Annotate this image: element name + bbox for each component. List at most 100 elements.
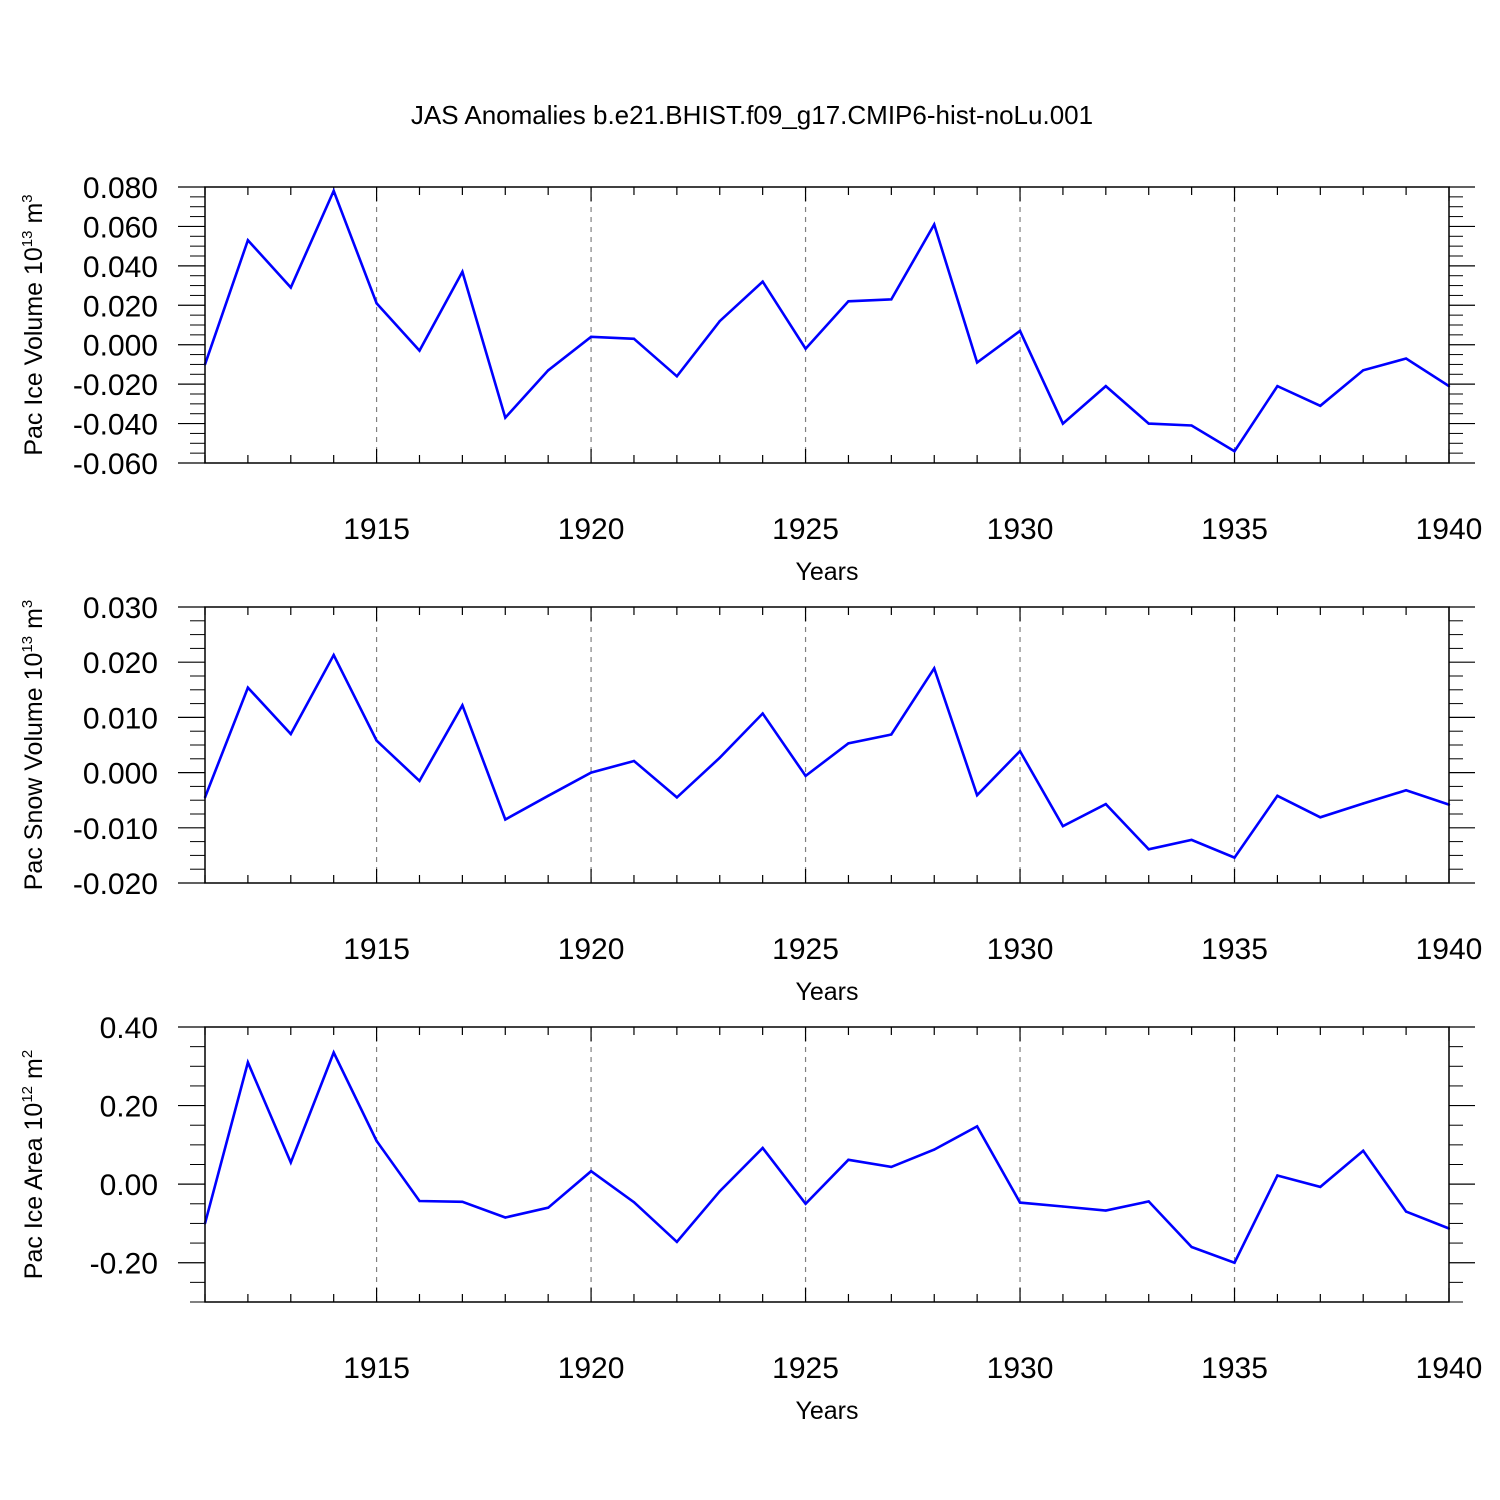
ice-volume-ytick-label: 0.080 xyxy=(83,172,158,205)
ice-volume-data-point-1934 xyxy=(1190,424,1193,427)
snow-volume-y-axis-label: Pac Snow Volume 1013 m3 xyxy=(19,600,48,891)
snow-volume-tick-labels: 0.030 0.020 0.010 0.000 -0.010 -0.020 1915 1920… xyxy=(73,592,1482,966)
snow-volume-data-point-1916 xyxy=(418,779,421,783)
snow-volume-ytick-label: 0.020 xyxy=(83,647,158,680)
ice-volume-ytick-label: 0.000 xyxy=(83,330,158,363)
snow-volume-data-point-1924 xyxy=(761,712,764,715)
snow-volume-ytick-label: 0.030 xyxy=(83,592,158,625)
ice-volume-data-point-1918 xyxy=(504,416,507,419)
snow-volume-xtick-label: 1920 xyxy=(558,933,625,966)
ice-volume-ytick-label: 0.060 xyxy=(83,211,158,244)
ice-volume-data-point-1939 xyxy=(1404,357,1408,360)
snow-volume-plot-frame xyxy=(204,606,1450,884)
ice-volume-data-point-1919 xyxy=(546,369,550,372)
snow-volume-ytick-label: 0.000 xyxy=(83,758,158,791)
snow-volume-ylabel-unit: m xyxy=(20,608,48,629)
snow-volume-data-point-1929 xyxy=(975,794,979,797)
ice-area-y-axis-label: Pac Ice Area 1012 m2 xyxy=(19,1050,48,1279)
snow-volume-data-point-1932 xyxy=(1104,802,1108,806)
snow-volume-ylabel-main: Pac Snow Volume 10 xyxy=(20,653,48,891)
ice-volume-ylabel-exp: 13 xyxy=(19,231,36,248)
ice-volume-xtick-label: 1925 xyxy=(772,513,839,546)
snow-volume-data-point-1917 xyxy=(461,704,464,707)
ice-volume-xtick-label: 1940 xyxy=(1416,513,1483,546)
ice-volume-series xyxy=(203,187,1451,453)
snow-volume-data-point-1934 xyxy=(1190,838,1193,842)
ice-volume-data-point-1924 xyxy=(761,280,764,283)
ice-volume-ytick-label: -0.060 xyxy=(73,448,158,481)
ice-area-data-point-1923 xyxy=(718,1190,721,1193)
ice-volume-data-point-1938 xyxy=(1362,369,1365,372)
ice-area-xtick-label: 1925 xyxy=(772,1352,839,1385)
ice-volume-data-point-1928 xyxy=(933,223,936,226)
ice-area-data-point-1932 xyxy=(1104,1209,1108,1212)
snow-volume-data-point-1931 xyxy=(1061,824,1065,828)
ice-volume-ylabel-unit: m xyxy=(20,203,48,224)
ice-volume-ytick-label: 0.020 xyxy=(83,290,158,323)
ice-area-ylabel-unit: m xyxy=(20,1058,48,1079)
snow-volume-data-point-1938 xyxy=(1362,802,1365,805)
ice-volume-data-point-1916 xyxy=(418,349,421,352)
snow-volume-ytick-label: 0.010 xyxy=(83,702,158,735)
ice-area-tick-labels: 0.40 0.20 0.00 -0.20 1915 1920 1925 1930 1935 194… xyxy=(90,1012,1483,1385)
ice-area-data-point-1938 xyxy=(1362,1149,1365,1152)
ice-volume-data-point-1925 xyxy=(804,347,807,350)
snow-volume-x-axis-label: Years xyxy=(795,978,858,1006)
ice-area-data-point-1922 xyxy=(675,1240,679,1244)
ice-area-data-point-1915 xyxy=(375,1139,378,1143)
ice-volume-data-point-1926 xyxy=(847,300,850,303)
ice-area-series xyxy=(203,1049,1451,1265)
snow-volume-data-point-1923 xyxy=(718,756,721,759)
ice-area-data-point-1937 xyxy=(1319,1185,1322,1189)
snow-volume-series xyxy=(203,652,1451,860)
ice-volume-data-point-1914 xyxy=(332,189,335,193)
snow-volume-data-point-1922 xyxy=(675,796,679,799)
snow-volume-data-point-1926 xyxy=(847,742,850,745)
ice-area-data-point-1925 xyxy=(804,1202,807,1205)
snow-volume-data-point-1933 xyxy=(1147,848,1150,851)
ice-area-data-point-1926 xyxy=(847,1158,850,1161)
ice-volume-xtick-label: 1920 xyxy=(558,513,625,546)
snow-volume-xtick-label: 1940 xyxy=(1416,933,1483,966)
ice-volume-ylabel-unit-exp: 3 xyxy=(19,194,36,202)
ice-volume-data-point-1923 xyxy=(718,319,721,323)
ice-volume-xtick-label: 1935 xyxy=(1201,513,1268,546)
snow-volume-xtick-label: 1915 xyxy=(343,933,410,966)
snow-volume-data-point-1919 xyxy=(546,794,550,797)
ice-area-data-point-1930 xyxy=(1018,1201,1022,1204)
snow-volume-series-line xyxy=(203,652,1450,860)
ice-volume-data-point-1930 xyxy=(1018,329,1022,333)
ice-area-data-point-1912 xyxy=(246,1061,250,1064)
ice-volume-tick-labels: 0.080 0.060 0.040 0.020 0.000 -0.020 -0.040 -0.… xyxy=(73,172,1482,546)
ice-volume-data-point-1935 xyxy=(1233,449,1236,453)
ice-volume-data-point-1936 xyxy=(1276,384,1279,388)
ice-volume-gridlines xyxy=(375,187,1236,463)
ice-area-x-axis-label: Years xyxy=(795,1397,858,1425)
snow-volume-gridlines xyxy=(375,607,1236,883)
snow-volume-data-point-1921 xyxy=(632,759,636,763)
ice-area-ylabel-exp: 12 xyxy=(19,1086,36,1103)
ice-area-data-point-1914 xyxy=(332,1051,335,1054)
ice-area-data-point-1939 xyxy=(1404,1210,1408,1213)
snow-volume-data-point-1913 xyxy=(289,732,292,736)
ice-volume-data-point-1937 xyxy=(1319,404,1322,408)
ice-area-ytick-label: 0.00 xyxy=(100,1169,158,1202)
snow-volume-data-point-1915 xyxy=(375,739,378,742)
ice-volume-data-point-1927 xyxy=(890,298,893,301)
ice-volume-data-point-1922 xyxy=(675,375,679,378)
snow-volume-data-point-1914 xyxy=(332,653,335,657)
ice-area-data-point-1918 xyxy=(504,1216,507,1219)
snow-volume-xtick-label: 1930 xyxy=(987,933,1054,966)
ice-area-data-point-1913 xyxy=(289,1161,292,1164)
ice-volume-ytick-label: -0.020 xyxy=(73,369,158,402)
ice-area-data-point-1935 xyxy=(1233,1261,1236,1264)
ice-area-data-point-1924 xyxy=(761,1146,764,1150)
ice-volume-ytick-label: -0.040 xyxy=(73,409,158,442)
ice-area-data-point-1936 xyxy=(1276,1174,1279,1177)
snow-volume-data-point-1935 xyxy=(1233,856,1236,859)
ice-area-data-point-1919 xyxy=(546,1206,550,1209)
ice-area-data-point-1916 xyxy=(418,1199,421,1203)
ice-area-plot-frame xyxy=(204,1026,1450,1303)
